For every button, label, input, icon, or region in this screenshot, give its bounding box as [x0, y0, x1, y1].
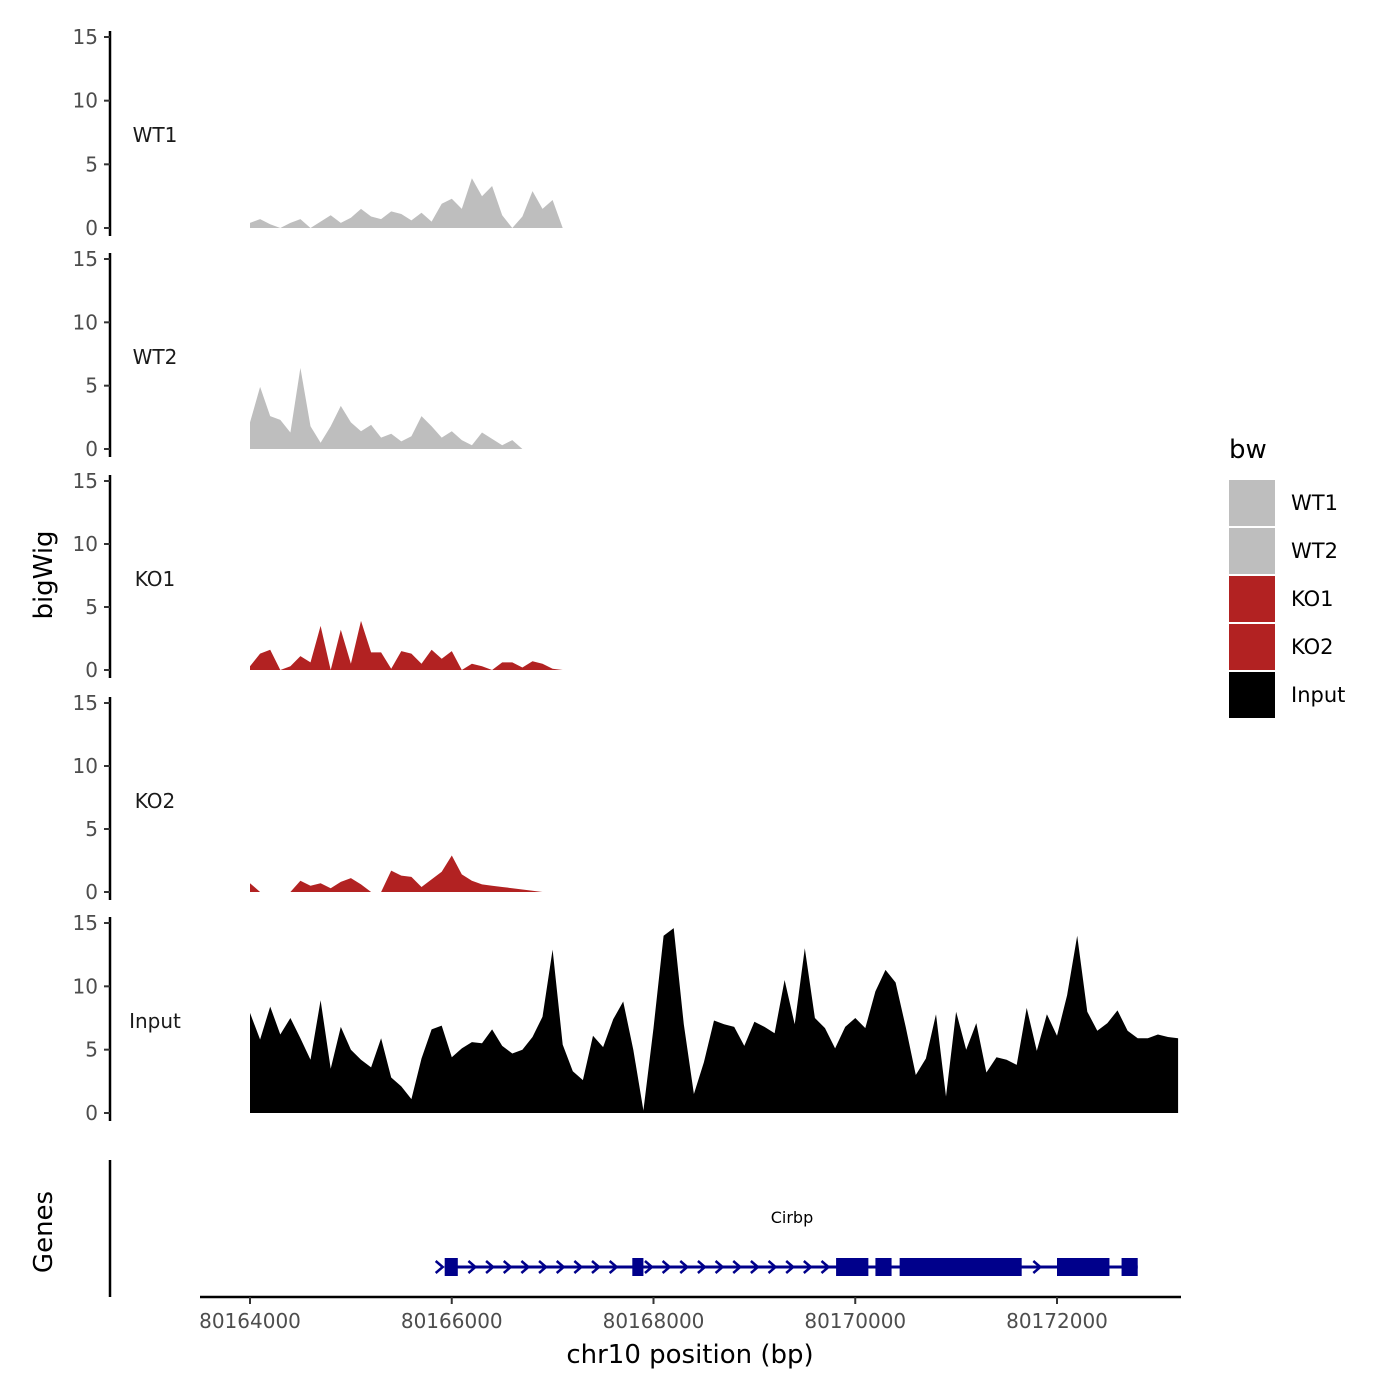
y-tick-label: 10	[73, 974, 98, 998]
legend-item-wt2: WT2	[1229, 528, 1338, 574]
y-tick-label: 5	[85, 374, 98, 398]
y-tick-label: 0	[85, 437, 98, 461]
y-tick-label: 10	[73, 310, 98, 334]
strand-chevron	[502, 1260, 513, 1274]
y-tick-label: 15	[73, 469, 98, 493]
y-tick-label: 15	[73, 25, 98, 49]
genes-axis-title: Genes	[29, 1191, 59, 1273]
y-tick-label: 0	[85, 658, 98, 682]
track-ko1: 0 5 10 15 KO1	[73, 469, 1179, 682]
track-wt2: 0 5 10 15 WT2	[73, 247, 1179, 461]
signal-area-ko1	[250, 620, 1179, 670]
gene-name-label: Cirbp	[771, 1208, 814, 1227]
strand-chevron	[1032, 1260, 1043, 1274]
strand-chevron	[644, 1260, 654, 1274]
y-tick-label: 10	[73, 89, 98, 113]
strand-chevron	[467, 1260, 478, 1274]
legend-item-ko1: KO1	[1229, 576, 1334, 622]
y-tick-label: 5	[85, 595, 98, 619]
y-tick-label: 5	[85, 817, 98, 841]
strand-chevron	[573, 1260, 584, 1274]
legend-title: bw	[1229, 435, 1267, 465]
gene-exon	[1121, 1258, 1138, 1276]
strand-chevron	[485, 1260, 496, 1274]
x-tick-label: 80172000	[1006, 1309, 1108, 1333]
strand-chevron	[434, 1260, 445, 1274]
x-tick-label: 80164000	[199, 1309, 301, 1333]
legend-item-ko2: KO2	[1229, 624, 1334, 670]
gene-exon	[875, 1258, 892, 1276]
strand-chevron	[520, 1260, 531, 1274]
y-tick-label: 5	[85, 152, 98, 176]
legend-swatch	[1229, 624, 1275, 670]
track-input: 0 5 10 15 Input	[73, 911, 1179, 1125]
legend-label: WT2	[1291, 539, 1338, 563]
y-tick-label: 10	[73, 754, 98, 778]
gene-exon	[899, 1258, 1022, 1276]
x-axis: 80164000 80166000 80168000 80170000 80172000	[199, 1295, 1181, 1333]
x-tick-label: 80170000	[804, 1309, 906, 1333]
y-tick-label: 5	[85, 1038, 98, 1062]
legend-swatch	[1229, 672, 1275, 718]
track-label: KO1	[135, 567, 176, 591]
strand-chevron	[697, 1260, 707, 1274]
signal-area-wt1	[250, 178, 1179, 228]
strand-chevron	[538, 1260, 548, 1274]
x-tick-label: 80168000	[603, 1309, 705, 1333]
legend: bw WT1 WT2 KO1 KO2 Input	[1229, 435, 1345, 718]
y-tick-label: 0	[85, 1101, 98, 1125]
gene-panel: Cirbp	[108, 1160, 1138, 1297]
strand-chevron	[767, 1260, 778, 1274]
track-label: Input	[129, 1009, 181, 1033]
legend-label: WT1	[1291, 491, 1338, 515]
legend-item-wt1: WT1	[1229, 480, 1338, 526]
strand-chevron	[608, 1260, 619, 1274]
y-tick-label: 10	[73, 532, 98, 556]
legend-swatch	[1229, 480, 1275, 526]
track-label: WT2	[133, 345, 178, 369]
legend-swatch	[1229, 576, 1275, 622]
legend-label: KO2	[1291, 635, 1334, 659]
y-tick-label: 0	[85, 880, 98, 904]
gene-exon	[1057, 1258, 1110, 1276]
signal-area-ko2	[250, 855, 1179, 892]
gene-exon	[444, 1258, 458, 1276]
gene-exon	[632, 1258, 644, 1276]
track-ko2: 0 5 10 15 KO2	[73, 691, 1179, 904]
track-wt1: 0 5 10 15 WT1	[73, 25, 1179, 240]
y-axis-title: bigWig	[29, 530, 59, 619]
signal-area-input	[250, 928, 1179, 1113]
legend-swatch	[1229, 528, 1275, 574]
legend-label: KO1	[1291, 587, 1334, 611]
y-tick-label: 0	[85, 216, 98, 240]
strand-chevron	[820, 1260, 831, 1274]
strand-chevron	[785, 1260, 796, 1274]
x-tick-label: 80166000	[401, 1309, 503, 1333]
strand-chevron	[679, 1260, 690, 1274]
strand-chevron	[555, 1260, 566, 1274]
gene-exon	[836, 1258, 869, 1276]
strand-chevron	[732, 1260, 743, 1274]
track-label: KO2	[135, 789, 176, 813]
signal-area-wt2	[250, 367, 1179, 449]
strand-chevron	[714, 1260, 725, 1274]
tracks-area: 0 5 10 15 WT1 0 5 10 15 WT2 0 5 10 15 KO1 0 5 10 15 KO2 0 5 10…	[73, 25, 1179, 1125]
strand-chevron	[803, 1260, 813, 1274]
y-tick-label: 15	[73, 691, 98, 715]
y-tick-label: 15	[73, 247, 98, 271]
y-tick-label: 15	[73, 911, 98, 935]
track-label: WT1	[133, 123, 178, 147]
legend-label: Input	[1291, 683, 1345, 707]
strand-chevron	[591, 1260, 601, 1274]
strand-chevron	[661, 1260, 672, 1274]
legend-item-input: Input	[1229, 672, 1345, 718]
strand-chevron	[750, 1260, 760, 1274]
x-axis-title: chr10 position (bp)	[566, 1340, 813, 1370]
